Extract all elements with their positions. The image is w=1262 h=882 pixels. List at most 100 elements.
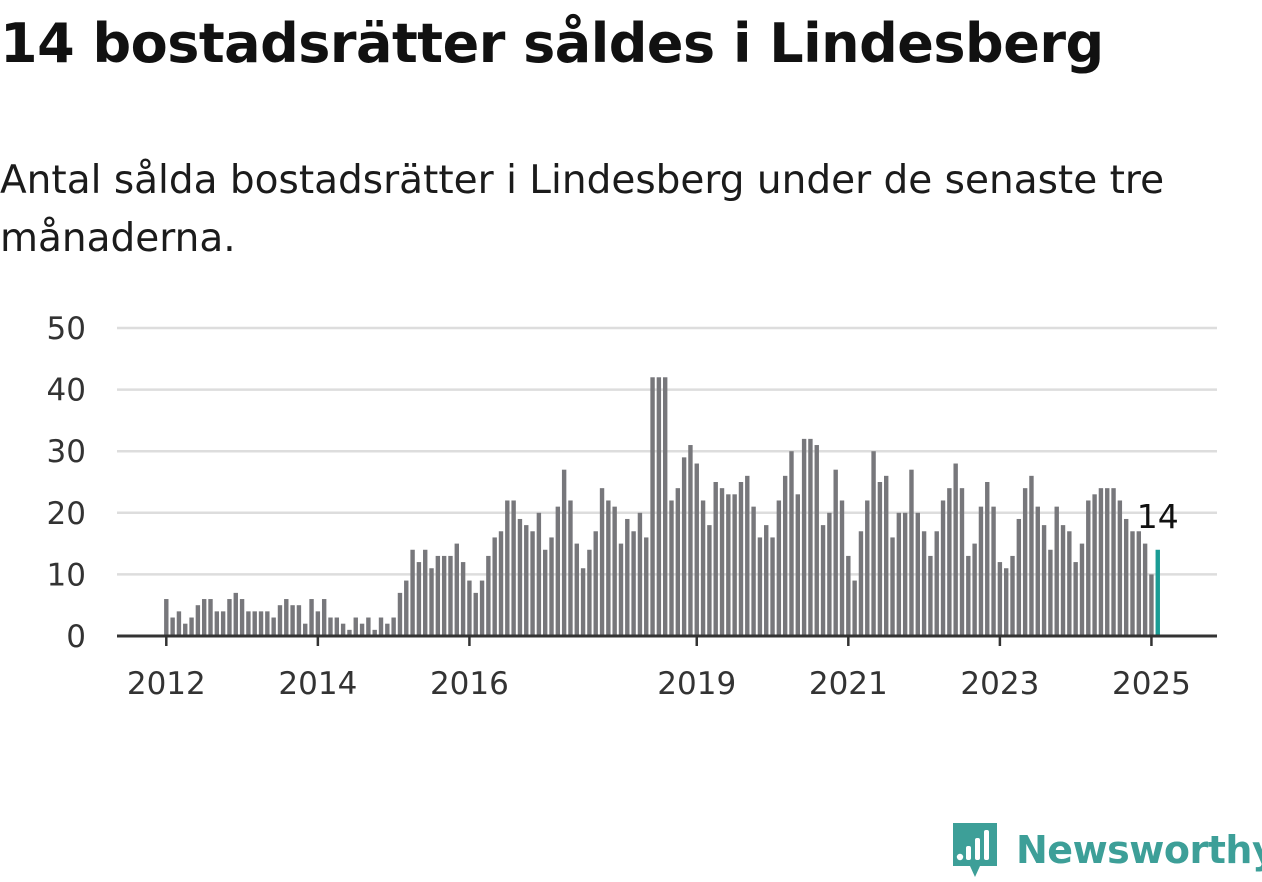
bar <box>915 512 920 636</box>
bar <box>846 555 851 636</box>
bar <box>1079 543 1085 636</box>
bar <box>467 580 472 636</box>
bar <box>732 494 737 636</box>
bar <box>662 377 668 636</box>
bar <box>751 506 756 636</box>
bar <box>561 469 567 636</box>
bar <box>385 623 390 636</box>
bar <box>580 568 586 636</box>
bar <box>991 506 996 636</box>
bar <box>404 580 409 636</box>
bar <box>391 617 396 636</box>
bar <box>530 531 535 636</box>
bar <box>1041 525 1047 636</box>
bar <box>782 475 788 636</box>
bar <box>227 599 232 636</box>
bar <box>277 605 283 636</box>
bar <box>801 438 807 636</box>
bar <box>378 617 384 636</box>
bar <box>700 500 706 636</box>
bar <box>574 543 579 636</box>
bar <box>978 506 984 636</box>
bar <box>1029 475 1034 636</box>
bar <box>359 623 365 636</box>
x-tick-label: 2021 <box>809 666 888 702</box>
bar <box>719 488 725 636</box>
bar <box>694 463 699 636</box>
bar <box>441 555 447 636</box>
bar <box>460 562 466 636</box>
x-tick-label: 2012 <box>127 666 206 702</box>
bar <box>454 543 459 636</box>
bar <box>347 629 352 636</box>
newsworthy-logo[interactable]: Newsworthy <box>950 818 1262 882</box>
bar <box>296 605 302 636</box>
bar <box>568 500 573 636</box>
bar <box>606 500 611 636</box>
chart-title: 14 bostadsrätter såldes i Lindesberg <box>0 12 1104 75</box>
bar <box>340 623 346 636</box>
bar <box>707 525 712 636</box>
bar <box>972 543 977 636</box>
x-tick-label: 2019 <box>657 666 736 702</box>
bar <box>909 469 914 636</box>
bar <box>252 611 257 636</box>
bar <box>372 629 377 636</box>
bar <box>827 512 832 636</box>
bar <box>309 599 314 636</box>
bar <box>637 512 643 636</box>
bar <box>1035 506 1040 636</box>
bar <box>486 555 491 636</box>
bar <box>852 580 857 636</box>
bar <box>1117 500 1123 636</box>
bar <box>997 562 1003 636</box>
bar <box>669 500 674 636</box>
bar <box>410 549 415 636</box>
bar <box>543 549 548 636</box>
bar <box>656 377 662 636</box>
bar <box>448 555 453 636</box>
bar <box>947 488 952 636</box>
bar <box>164 599 169 636</box>
newsworthy-logo-icon <box>953 823 997 877</box>
bar <box>865 500 870 636</box>
bar <box>1016 518 1022 636</box>
bar <box>1123 518 1129 636</box>
bar <box>985 482 990 636</box>
bar <box>839 500 845 636</box>
bar <box>789 451 794 636</box>
bar <box>315 611 321 636</box>
bar <box>328 617 333 636</box>
highlighted-bar <box>1155 549 1160 636</box>
bar <box>1010 555 1015 636</box>
bar <box>1130 531 1135 636</box>
bar <box>808 438 813 636</box>
y-tick-label: 20 <box>47 496 86 532</box>
bar <box>1149 574 1154 636</box>
bars <box>164 377 1160 636</box>
bar <box>593 531 598 636</box>
bar <box>233 592 238 636</box>
bar <box>1054 506 1059 636</box>
bar <box>1098 488 1104 636</box>
bar <box>902 512 908 636</box>
bar <box>549 537 554 636</box>
y-tick-label: 50 <box>47 311 86 347</box>
bar <box>1004 568 1009 636</box>
bar <box>208 599 213 636</box>
bar <box>650 377 655 636</box>
bar <box>871 451 876 636</box>
y-tick-label: 10 <box>47 557 86 593</box>
bar <box>473 592 478 636</box>
bar <box>201 599 207 636</box>
bar <box>921 531 927 636</box>
bar <box>214 611 220 636</box>
bar <box>618 543 624 636</box>
bar <box>1060 525 1066 636</box>
bar <box>1105 488 1110 636</box>
y-tick-label: 30 <box>47 434 86 470</box>
chart-subtitle: Antal sålda bostadsrätter i Lindesberg u… <box>0 158 1165 261</box>
bar <box>726 494 731 636</box>
bar <box>688 445 693 636</box>
